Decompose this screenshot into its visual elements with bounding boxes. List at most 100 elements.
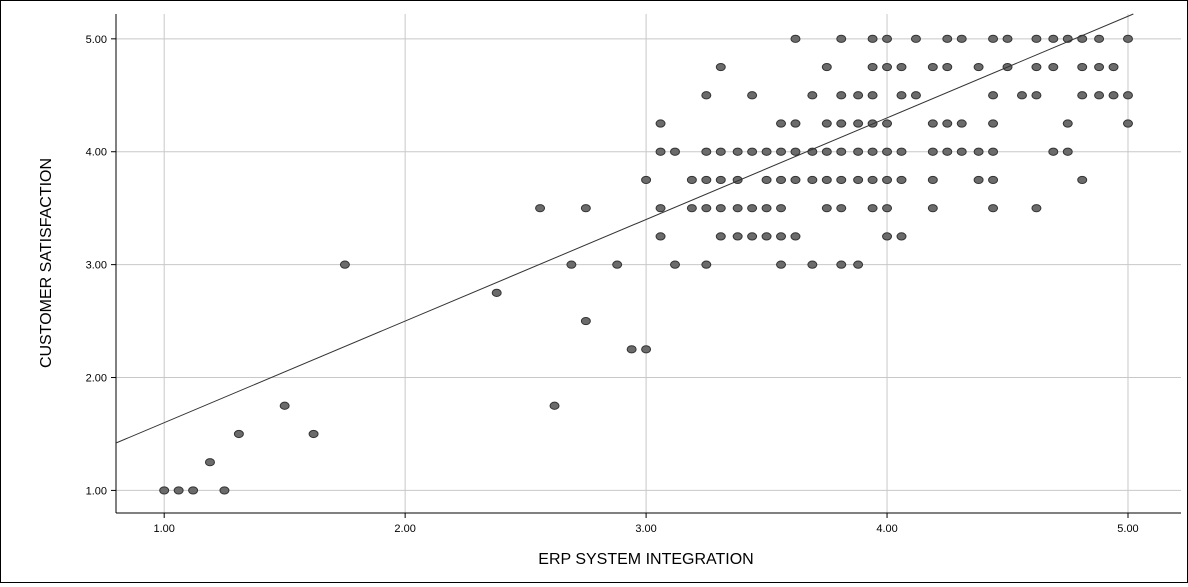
data-point xyxy=(1122,34,1133,43)
data-point xyxy=(867,34,878,43)
y-axis-title: CUSTOMER SATISFACTION xyxy=(38,158,55,368)
data-point xyxy=(821,147,832,156)
data-points xyxy=(159,34,1133,495)
y-tick-label: 5.00 xyxy=(86,34,107,46)
data-point xyxy=(655,147,666,156)
data-point xyxy=(956,34,967,43)
data-point xyxy=(1031,62,1042,72)
data-point xyxy=(910,34,921,43)
data-point xyxy=(535,204,546,213)
x-tick-label: 2.00 xyxy=(394,523,415,535)
data-point xyxy=(988,34,999,43)
data-point xyxy=(821,62,832,72)
data-point xyxy=(1122,91,1133,100)
data-point xyxy=(670,260,681,269)
data-point xyxy=(867,91,878,100)
data-point xyxy=(701,260,712,269)
x-tick-label: 4.00 xyxy=(876,523,897,535)
data-point xyxy=(853,175,864,185)
data-point xyxy=(853,147,864,156)
data-point xyxy=(1062,119,1073,128)
data-point xyxy=(715,175,726,185)
y-tick-label: 4.00 xyxy=(86,147,107,159)
data-point xyxy=(1077,62,1088,72)
data-point xyxy=(1108,91,1119,100)
x-tick-label: 3.00 xyxy=(635,523,656,535)
data-point xyxy=(988,147,999,156)
data-point xyxy=(715,62,726,72)
data-point xyxy=(942,119,953,128)
data-point xyxy=(927,175,938,185)
data-point xyxy=(761,204,772,213)
x-axis-title: ERP SYSTEM INTEGRATION xyxy=(538,551,753,568)
data-point xyxy=(491,288,502,297)
data-point xyxy=(973,147,984,156)
data-point xyxy=(1077,91,1088,100)
data-point xyxy=(761,147,772,156)
data-point xyxy=(896,175,907,185)
data-point xyxy=(1094,91,1105,100)
data-point xyxy=(1031,204,1042,213)
data-point xyxy=(867,62,878,72)
data-point xyxy=(956,119,967,128)
data-point xyxy=(896,91,907,100)
data-point xyxy=(732,232,743,241)
data-point xyxy=(790,119,801,128)
x-tick-labels: 1.00 2.00 3.00 4.00 5.00 xyxy=(153,513,1139,535)
data-point xyxy=(732,147,743,156)
data-point xyxy=(761,232,772,241)
data-point xyxy=(1031,34,1042,43)
data-point xyxy=(988,91,999,100)
data-point xyxy=(626,345,637,354)
data-point xyxy=(761,175,772,185)
data-point xyxy=(956,147,967,156)
data-point xyxy=(1016,91,1027,100)
data-point xyxy=(747,91,758,100)
data-point xyxy=(1108,62,1119,72)
data-point xyxy=(701,175,712,185)
data-point xyxy=(790,175,801,185)
data-point xyxy=(1094,62,1105,72)
data-point xyxy=(1077,175,1088,185)
data-point xyxy=(776,175,787,185)
data-point xyxy=(1002,34,1013,43)
data-point xyxy=(867,204,878,213)
data-point xyxy=(867,175,878,185)
data-point xyxy=(882,232,893,241)
fit-line xyxy=(115,13,1134,444)
data-point xyxy=(882,62,893,72)
data-point xyxy=(339,260,350,269)
data-point xyxy=(836,34,847,43)
data-point xyxy=(776,204,787,213)
data-point xyxy=(882,34,893,43)
data-point xyxy=(279,401,290,410)
data-point xyxy=(942,147,953,156)
x-tick-label: 1.00 xyxy=(153,523,174,535)
data-point xyxy=(807,260,818,269)
data-point xyxy=(973,175,984,185)
data-point xyxy=(776,260,787,269)
data-point xyxy=(204,458,215,467)
data-point xyxy=(807,175,818,185)
data-point xyxy=(853,119,864,128)
data-point xyxy=(821,175,832,185)
data-point xyxy=(882,119,893,128)
data-point xyxy=(549,401,560,410)
data-point xyxy=(882,147,893,156)
data-point xyxy=(896,62,907,72)
data-point xyxy=(732,204,743,213)
data-point xyxy=(942,62,953,72)
data-point xyxy=(790,147,801,156)
data-point xyxy=(655,232,666,241)
data-point xyxy=(686,175,697,185)
data-point xyxy=(927,119,938,128)
data-point xyxy=(715,147,726,156)
data-point xyxy=(776,147,787,156)
data-point xyxy=(701,147,712,156)
y-tick-label: 2.00 xyxy=(86,373,107,385)
data-point xyxy=(821,119,832,128)
data-point xyxy=(747,204,758,213)
